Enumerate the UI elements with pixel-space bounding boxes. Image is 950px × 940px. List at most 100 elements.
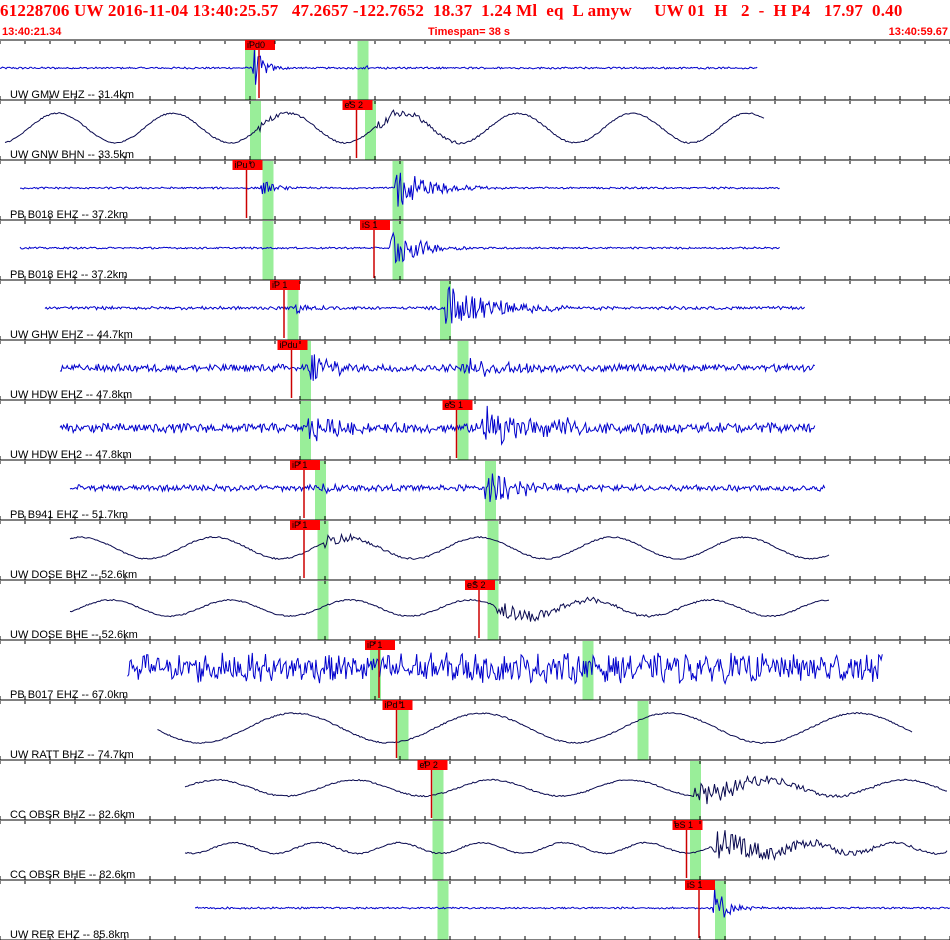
phase-window-highlight — [397, 701, 409, 760]
waveform-trace — [184, 830, 948, 862]
pick-label: iS 1 — [687, 880, 703, 890]
channel-label: CC OBSR BHZ -- 82.6km — [10, 809, 135, 821]
phase-window-highlight — [287, 281, 299, 340]
pick-label: eS 1 — [445, 400, 464, 410]
end-time: 13:40:59.67 — [888, 26, 948, 38]
phase-window-highlight — [300, 341, 311, 400]
waveform-trace — [59, 354, 816, 381]
pick-flag — [290, 520, 320, 530]
channel-row: iP 1 UW GHW EHZ -- 44.7km — [0, 280, 950, 341]
pick-flag — [342, 100, 373, 110]
pick-label: iP 1 — [272, 280, 287, 290]
phase-window-highlight — [437, 881, 449, 940]
phase-window-highlight — [440, 281, 451, 340]
waveform-trace — [184, 774, 947, 805]
waveform-trace — [44, 286, 805, 324]
phase-window-highlight — [317, 581, 329, 640]
channel-row: iPd0 UW GMW EHZ -- 31.4km — [0, 40, 950, 101]
channel-row: iS 1 PB B018 EH2 -- 37.2km — [0, 220, 950, 281]
phase-window-highlight — [637, 701, 649, 760]
waveform-trace — [69, 596, 830, 622]
channel-label: UW HDW EH2 -- 47.8km — [10, 449, 132, 461]
waveform-trace — [194, 888, 950, 918]
channel-row: iPdu UW HDW EHZ -- 47.8km — [0, 340, 950, 401]
waveform-trace — [0, 49, 758, 85]
pick-flag — [360, 220, 390, 230]
waveform-trace — [127, 652, 883, 686]
start-time: 13:40:21.34 — [2, 26, 62, 38]
channel-row: iPu 0 PB B018 EHZ -- 37.2km — [0, 160, 950, 221]
pick-label: eP 2 — [420, 760, 438, 770]
channel-label: PB B018 EHZ -- 37.2km — [10, 209, 128, 221]
channel-label: UW GNW BHN -- 33.5km — [10, 149, 134, 161]
phase-window-highlight — [487, 581, 499, 640]
pick-flag — [382, 700, 413, 710]
record-header: 61228706 UW 2016-11-04 13:40:25.57 47.26… — [0, 0, 950, 40]
phase-window-highlight — [317, 521, 329, 580]
channel-row: iPd 1 UW RATT BHZ -- 74.7km — [0, 700, 950, 761]
phase-window-highlight — [485, 461, 496, 520]
pick-label: eS 2 — [345, 100, 364, 110]
channel-label: UW GMW EHZ -- 31.4km — [10, 89, 134, 101]
phase-window-highlight — [715, 881, 726, 940]
waveform-trace — [19, 172, 780, 207]
waveform-trace — [4, 109, 765, 145]
channel-row: iP 1 PB B017 EHZ -- 67.0km — [0, 640, 950, 701]
waveform-trace — [19, 231, 780, 264]
pick-label: eS 2 — [467, 580, 486, 590]
phase-window-highlight — [432, 821, 444, 880]
pick-label: iPd 1 — [385, 700, 406, 710]
pick-label: eS 1 — [675, 820, 694, 830]
pick-flag — [685, 880, 715, 890]
channel-row: eS 1 UW HDW EH2 -- 47.8km — [0, 400, 950, 461]
waveform-trace — [59, 405, 816, 446]
pick-flag — [277, 340, 308, 350]
phase-window-highlight — [357, 41, 369, 100]
event-title: 61228706 UW 2016-11-04 13:40:25.57 47.26… — [0, 1, 903, 20]
waveform-trace — [69, 532, 830, 560]
pick-flag — [442, 400, 473, 410]
pick-label: iPu 0 — [235, 160, 256, 170]
phase-window-highlight — [690, 821, 701, 880]
channel-label: PB B941 EHZ -- 51.7km — [10, 509, 128, 521]
channel-row: eS 2 UW DOSE BHE -- 52.6km — [0, 580, 950, 641]
waveform-trace — [157, 711, 913, 745]
channel-row: iP 1 UW DOSE BHZ -- 52.6km — [0, 520, 950, 581]
pick-label: iPd0 — [247, 40, 265, 50]
channel-label: UW RATT BHZ -- 74.7km — [10, 749, 134, 761]
channel-row: eS 2 UW GNW BHN -- 33.5km — [0, 100, 950, 161]
phase-window-highlight — [245, 41, 256, 100]
phase-window-highlight — [370, 641, 381, 700]
pick-label: iP 1 — [292, 520, 307, 530]
phase-window-highlight — [457, 341, 469, 400]
pick-label: iPdu — [280, 340, 298, 350]
pick-flag — [465, 580, 495, 590]
waveform-trace — [69, 473, 826, 502]
channel-row: iP 1 PB B941 EHZ -- 51.7km — [0, 460, 950, 521]
timespan-label: Timespan= 38 s — [428, 26, 511, 38]
pick-flag — [417, 760, 448, 770]
pick-label: iP 1 — [292, 460, 307, 470]
pick-label: iP 1 — [367, 640, 382, 650]
channel-label: UW HDW EHZ -- 47.8km — [10, 389, 132, 401]
pick-flag — [232, 160, 263, 170]
pick-label: iS 1 — [362, 220, 378, 230]
pick-flag — [365, 640, 395, 650]
channel-label: CC OBSR BHE -- 82.6km — [10, 869, 135, 881]
phase-window-highlight — [457, 401, 469, 460]
channel-label: UW DOSE BHZ -- 52.6km — [10, 569, 137, 581]
channel-row: eS 1 CC OBSR BHE -- 82.6km — [0, 820, 950, 881]
phase-window-highlight — [315, 461, 326, 520]
pick-flag — [290, 460, 320, 470]
pick-flag — [270, 280, 300, 290]
pick-flag — [672, 820, 703, 830]
phase-window-highlight — [262, 221, 274, 280]
channel-label: PB B018 EH2 -- 37.2km — [10, 269, 127, 281]
channel-label: UW RER EHZ -- 85.8km — [10, 929, 129, 940]
pick-flag — [245, 40, 275, 50]
phase-window-highlight — [392, 161, 404, 220]
phase-window-highlight — [487, 521, 499, 580]
channel-row: eP 2 CC OBSR BHZ -- 82.6km — [0, 760, 950, 821]
phase-window-highlight — [432, 761, 444, 820]
